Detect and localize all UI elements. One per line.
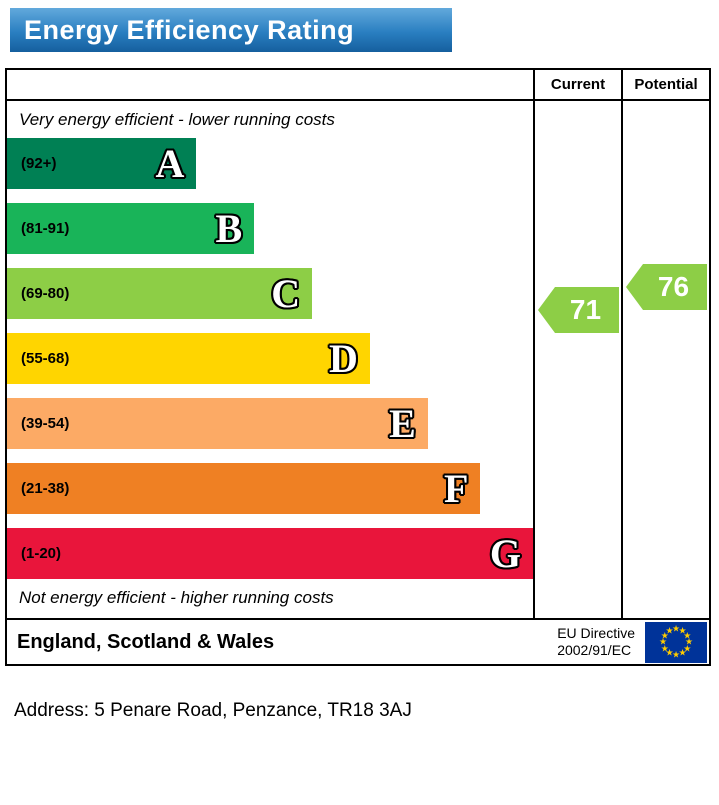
band-b-bar: (81-91) B: [7, 203, 255, 254]
eu-flag-icon: ★ ★ ★ ★ ★ ★ ★ ★ ★ ★ ★ ★: [645, 621, 707, 663]
eu-directive-label: EU Directive 2002/91/EC: [557, 625, 635, 659]
eu-directive-line1: EU Directive: [557, 625, 635, 641]
band-row-e: (39-54) E: [7, 398, 533, 449]
current-rating-value: 71: [569, 294, 602, 325]
address-line: Address: 5 Penare Road, Penzance, TR18 3…: [14, 700, 412, 721]
band-row-a: (92+) A: [7, 138, 533, 189]
potential-column: 76: [621, 101, 709, 618]
band-e-bar: (39-54) E: [7, 398, 428, 449]
page-title: Energy Efficiency Rating: [24, 14, 355, 45]
band-g-bar: (1-20) G: [7, 528, 533, 579]
band-a-bar: (92+) A: [7, 138, 197, 189]
band-b-range: (81-91): [21, 220, 70, 237]
current-rating-arrow: 71: [538, 287, 619, 333]
page-title-bar: Energy Efficiency Rating: [10, 8, 452, 52]
band-c-range: (69-80): [21, 285, 70, 302]
band-g-letter: G: [489, 530, 521, 576]
eu-directive-line2: 2002/91/EC: [557, 642, 632, 658]
band-row-f: (21-38) F: [7, 463, 533, 514]
region-label: England, Scotland & Wales: [17, 630, 275, 653]
bottom-note: Not energy efficient - higher running co…: [19, 588, 334, 607]
band-a-letter: A: [155, 140, 185, 186]
band-c-letter: C: [271, 270, 301, 316]
band-d-letter: D: [329, 335, 358, 381]
energy-efficiency-chart: Current Potential Very energy efficient …: [5, 68, 711, 666]
top-note: Very energy efficient - lower running co…: [19, 110, 335, 129]
band-g-range: (1-20): [21, 545, 62, 562]
band-row-g: (1-20) G: [7, 528, 533, 579]
band-a-range: (92+): [21, 155, 57, 172]
potential-rating-arrow: 76: [626, 264, 707, 310]
band-f-range: (21-38): [21, 480, 70, 497]
potential-column-header: Potential: [621, 70, 709, 101]
band-row-b: (81-91) B: [7, 203, 533, 254]
band-c-bar: (69-80) C: [7, 268, 313, 319]
band-row-c: (69-80) C: [7, 268, 533, 319]
current-column: 71: [533, 101, 621, 618]
current-column-header: Current: [533, 70, 621, 101]
band-f-bar: (21-38) F: [7, 463, 481, 514]
band-d-bar: (55-68) D: [7, 333, 370, 384]
bands-area: Very energy efficient - lower running co…: [7, 101, 533, 618]
chart-footer: England, Scotland & Wales EU Directive 2…: [7, 618, 709, 664]
band-b-letter: B: [215, 205, 243, 251]
potential-rating-value: 76: [657, 271, 690, 302]
band-e-letter: E: [389, 400, 416, 446]
band-e-range: (39-54): [21, 415, 70, 432]
chart-grid: Current Potential Very energy efficient …: [7, 70, 709, 618]
band-row-d: (55-68) D: [7, 333, 533, 384]
columns-header-spacer: [7, 70, 533, 101]
band-f-letter: F: [443, 465, 469, 511]
band-d-range: (55-68): [21, 350, 70, 367]
